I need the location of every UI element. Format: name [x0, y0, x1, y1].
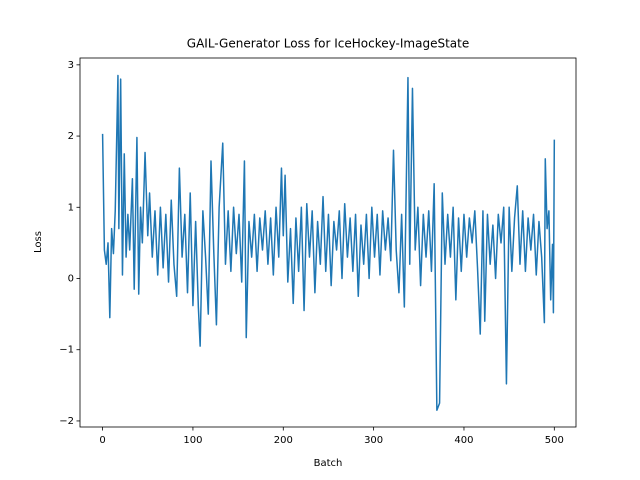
- y-axis-label: Loss: [33, 231, 44, 253]
- x-tick-label: 100: [183, 435, 202, 446]
- y-tick-label: 2: [68, 131, 74, 142]
- x-tick-label: 300: [364, 435, 383, 446]
- chart-title: GAIL-Generator Loss for IceHockey-ImageS…: [187, 37, 469, 51]
- line-series: [101, 74, 556, 412]
- y-tick-label: −1: [59, 345, 74, 356]
- y-tick-label: 3: [68, 60, 74, 71]
- y-tick-label: −2: [59, 416, 74, 427]
- x-tick-label: 500: [545, 435, 564, 446]
- x-tick-label: 200: [274, 435, 293, 446]
- y-tick-label: 1: [68, 202, 74, 213]
- plot-frame: [79, 57, 577, 428]
- x-tick-label: 400: [454, 435, 473, 446]
- y-tick-label: 0: [68, 274, 74, 285]
- x-tick-label: 0: [99, 435, 105, 446]
- x-axis-label: Batch: [314, 458, 343, 469]
